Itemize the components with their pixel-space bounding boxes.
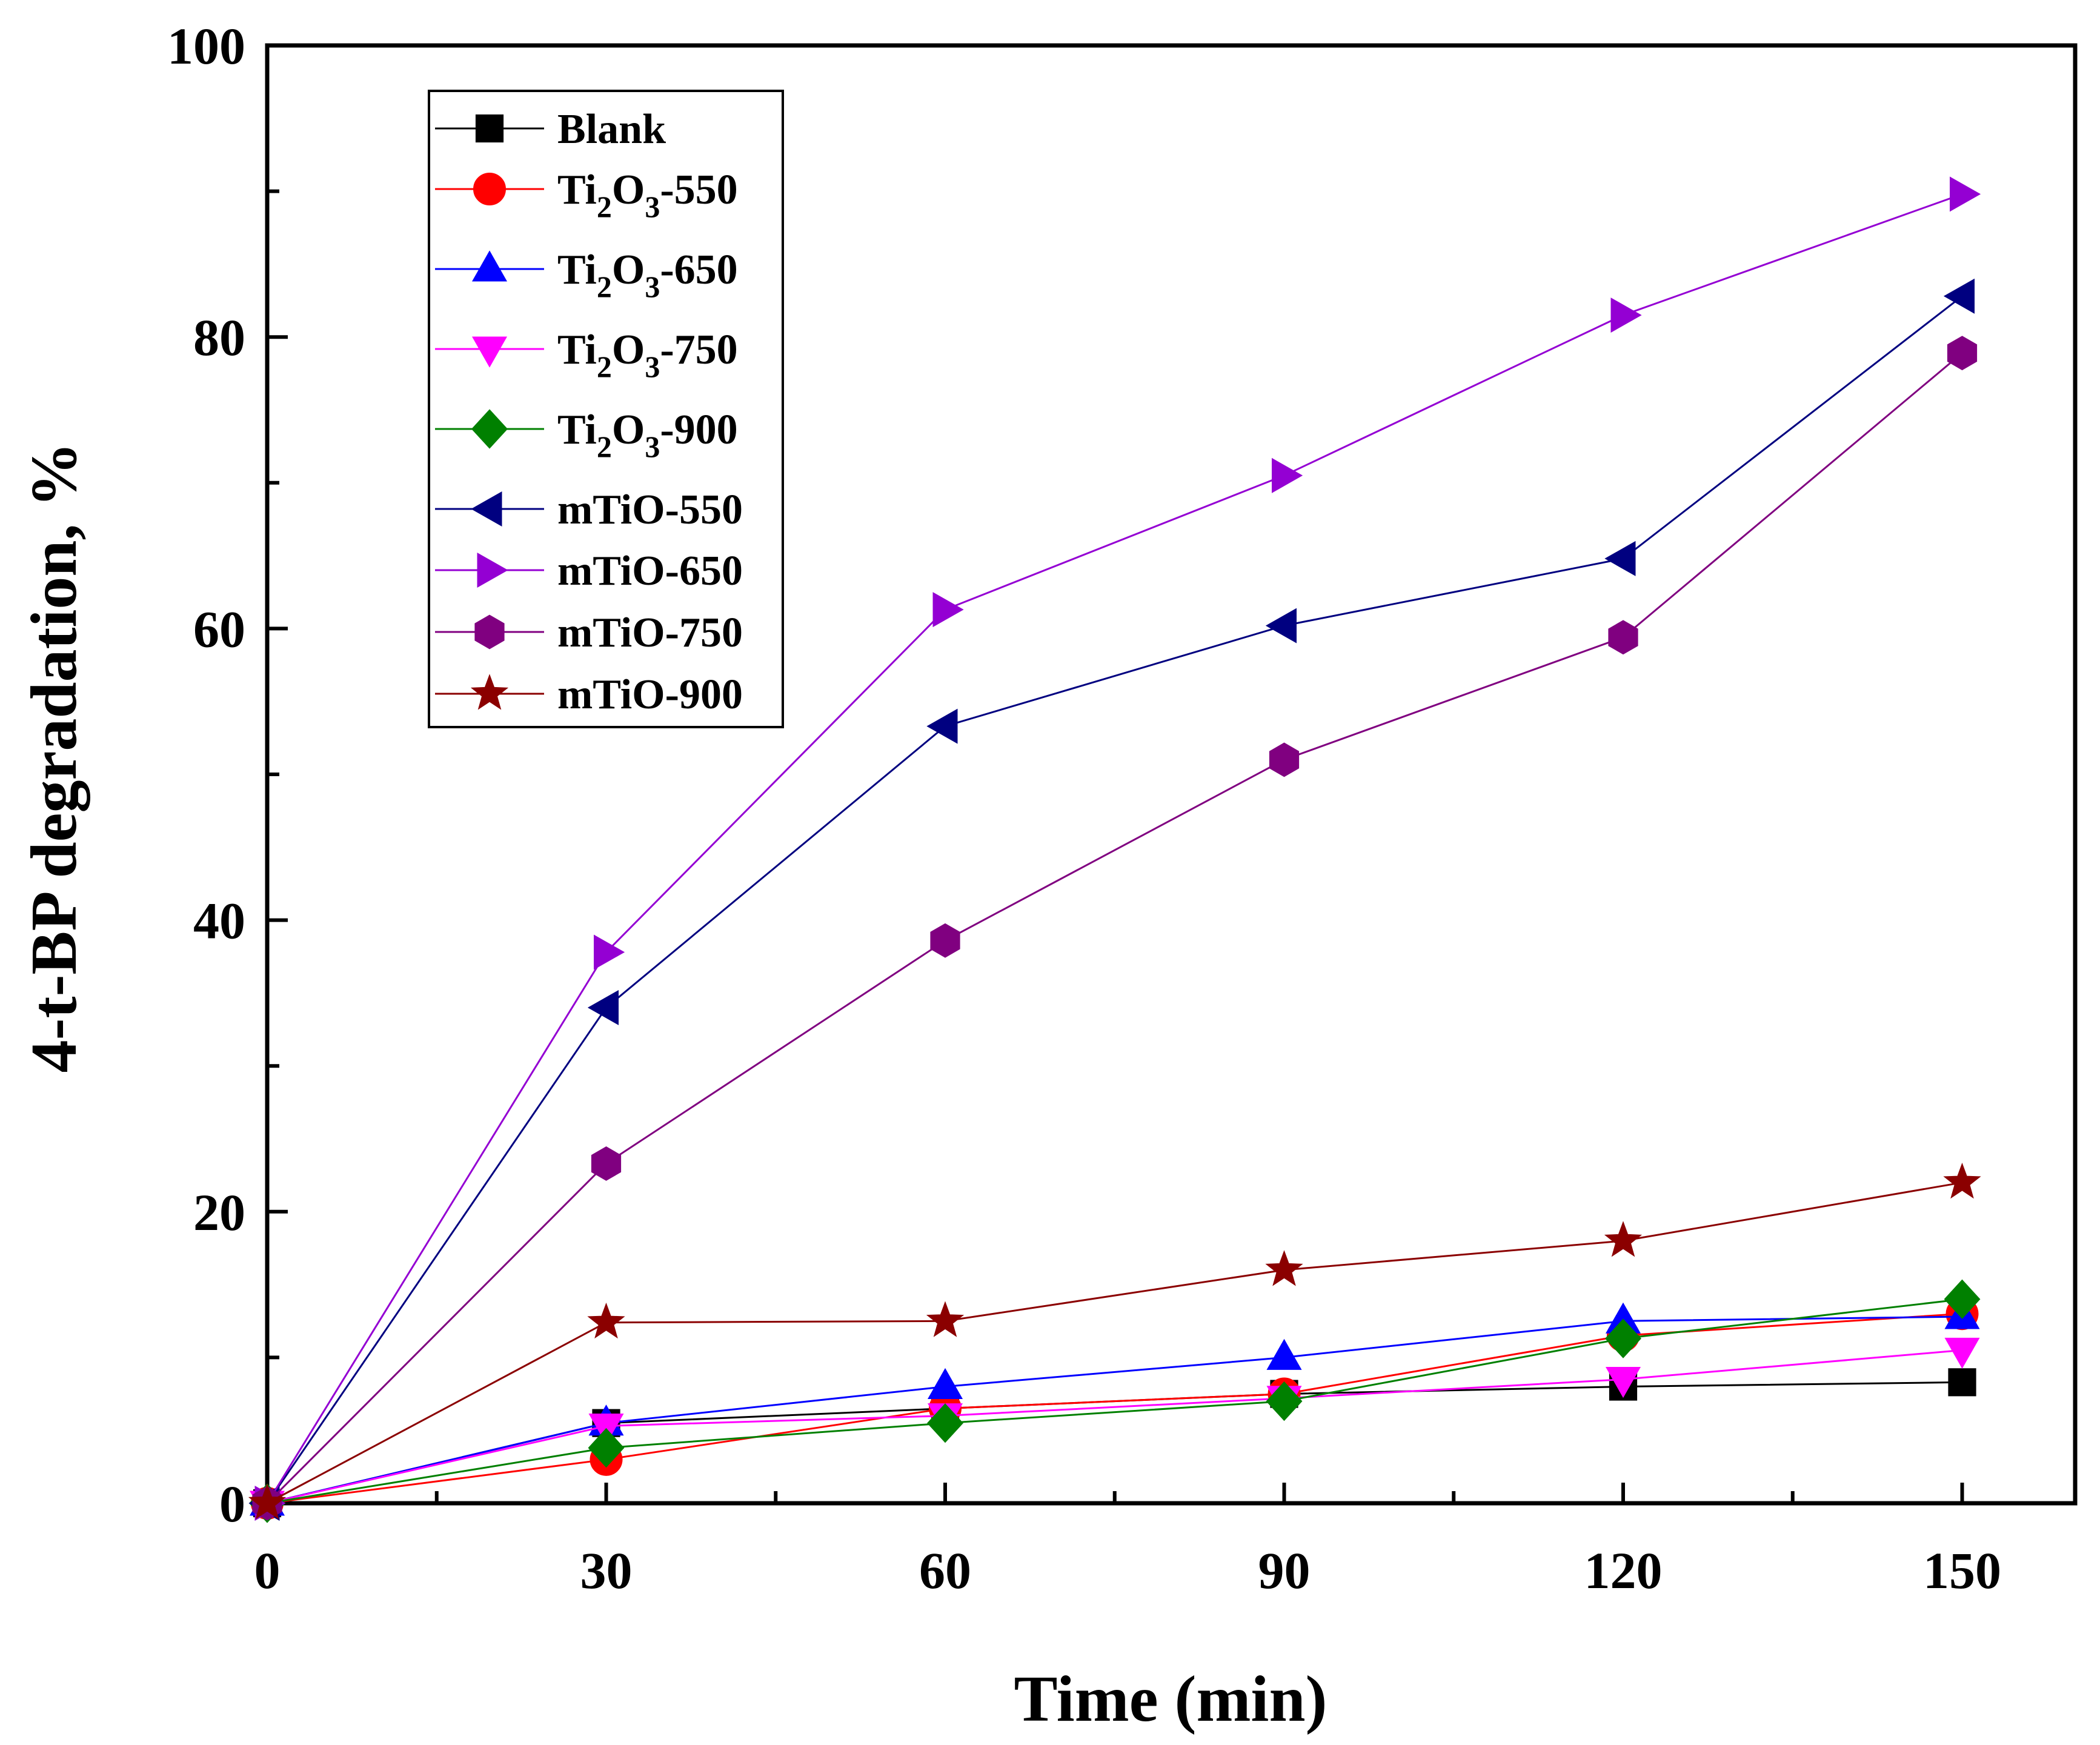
- data-point: [932, 592, 964, 628]
- series-line: [266, 193, 1963, 1504]
- data-point: [587, 989, 619, 1026]
- data-point: [1943, 1162, 1981, 1199]
- legend-marker: [471, 336, 508, 368]
- series-line: [267, 1298, 1962, 1504]
- y-tick-label: 0: [219, 1475, 245, 1533]
- data-point: [588, 1428, 625, 1468]
- x-tick-label: 90: [1258, 1541, 1311, 1600]
- y-axis-title: 4-t-BP degradation, %: [18, 442, 90, 1073]
- data-point: [1608, 620, 1638, 655]
- legend-label: mTiO-650: [557, 548, 743, 594]
- legend-label: mTiO-900: [557, 671, 743, 718]
- series-line: [267, 1349, 1962, 1504]
- legend-marker: [470, 674, 509, 710]
- data-point: [591, 1146, 622, 1181]
- legend-marker: [475, 114, 504, 143]
- series-mTiO-750: [252, 336, 1978, 1521]
- data-point: [930, 923, 960, 958]
- x-tick-label: 120: [1584, 1541, 1663, 1600]
- x-axis: 0 30 60 90 120 150: [254, 1483, 2001, 1600]
- series-line: [267, 1315, 1962, 1504]
- data-point: [594, 934, 625, 970]
- y-tick-label: 80: [193, 308, 245, 367]
- data-point: [1947, 336, 1978, 371]
- legend-item: Blank: [435, 106, 666, 153]
- legend: Blank Ti2O3-550 Ti2O3-650 Ti2O3-750 Ti2O3-90…: [428, 90, 784, 728]
- series-layer: [248, 176, 1981, 1523]
- legend-marker: [471, 491, 502, 527]
- series-Ti2O3-900: [249, 1279, 1981, 1523]
- data-point: [927, 1368, 963, 1399]
- data-point: [1950, 176, 1981, 212]
- data-point: [1610, 297, 1642, 333]
- y-tick-label: 100: [167, 17, 245, 75]
- legend-label: Blank: [557, 106, 666, 153]
- series-Ti2O3-550: [251, 1297, 1979, 1520]
- x-tick-label: 60: [919, 1541, 971, 1600]
- legend-label: Ti2O3-750: [557, 327, 738, 384]
- legend-item: Ti2O3-750: [435, 327, 738, 384]
- data-point: [1948, 1368, 1976, 1397]
- legend-marker: [474, 614, 505, 650]
- legend-label: mTiO-550: [557, 487, 743, 533]
- legend-marker: [477, 552, 508, 588]
- legend-marker: [473, 173, 506, 205]
- data-point: [1605, 1367, 1641, 1398]
- series-line: [266, 352, 1963, 1504]
- data-point: [1604, 1221, 1643, 1257]
- data-point: [1266, 1338, 1302, 1370]
- data-point: [1604, 540, 1636, 576]
- data-point: [1605, 1318, 1641, 1358]
- x-axis-title: Time (min): [1014, 1663, 1327, 1735]
- legend-item: mTiO-750: [435, 610, 743, 656]
- legend-item: Ti2O3-650: [435, 247, 738, 304]
- data-point: [927, 1403, 963, 1443]
- y-tick-label: 60: [193, 600, 245, 658]
- y-tick-label: 20: [193, 1183, 245, 1241]
- legend-label: mTiO-750: [557, 610, 743, 656]
- series-line: [267, 1182, 1962, 1504]
- data-point: [1944, 1337, 1980, 1369]
- data-point: [248, 1483, 287, 1520]
- data-point: [1943, 278, 1975, 314]
- legend-item: Ti2O3-550: [435, 167, 738, 224]
- data-point: [1265, 1250, 1303, 1286]
- data-point: [1272, 457, 1303, 493]
- data-point: [926, 1301, 965, 1337]
- series-mTiO-650: [254, 176, 1981, 1521]
- data-point: [1266, 1381, 1303, 1421]
- legend-item: mTiO-650: [435, 548, 743, 594]
- legend-item: Ti2O3-900: [435, 407, 738, 464]
- y-tick-label: 40: [193, 892, 245, 950]
- legend-label: Ti2O3-650: [557, 247, 738, 304]
- series-line: [266, 295, 1963, 1504]
- legend-marker: [471, 250, 508, 282]
- data-point: [926, 708, 958, 744]
- y-axis: 0 20 40 60 80 100: [167, 17, 288, 1533]
- series-mTiO-900: [248, 1162, 1981, 1520]
- legend-label: Ti2O3-550: [557, 167, 738, 224]
- legend-label: Ti2O3-900: [557, 407, 738, 464]
- x-tick-label: 30: [580, 1541, 633, 1600]
- legend-item: mTiO-900: [435, 671, 743, 718]
- legend-marker: [471, 409, 508, 449]
- data-point: [1265, 608, 1297, 643]
- data-point: [587, 1302, 625, 1339]
- series-line: [267, 1312, 1962, 1504]
- x-tick-label: 0: [254, 1541, 281, 1600]
- data-point: [1944, 1279, 1981, 1319]
- x-tick-label: 150: [1923, 1541, 2001, 1600]
- data-point: [1269, 742, 1300, 777]
- legend-item: mTiO-550: [435, 487, 743, 533]
